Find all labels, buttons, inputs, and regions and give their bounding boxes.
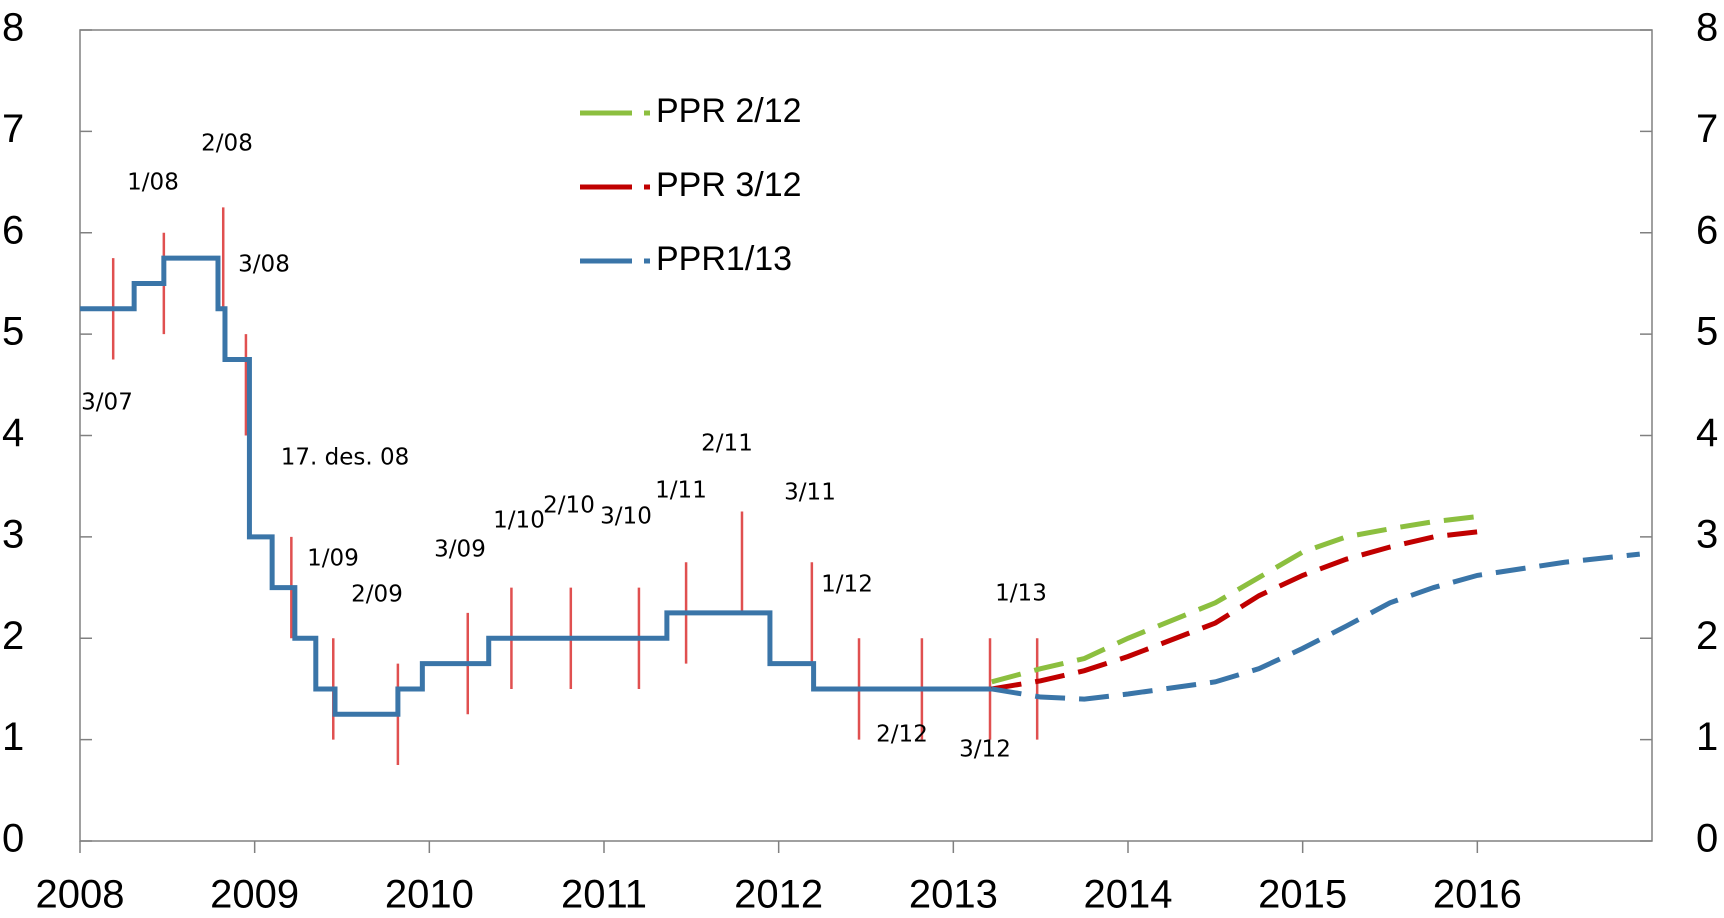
- annotation: 2/09: [351, 582, 403, 608]
- y-tick-label: 0: [2, 817, 24, 861]
- y2-tick-label: 2: [1696, 614, 1718, 658]
- y2-tick-label: 8: [1696, 6, 1718, 50]
- y-tick-label: 8: [2, 6, 24, 50]
- y-tick-label: 7: [2, 107, 24, 151]
- x-tick-label: 2012: [734, 873, 823, 917]
- legend-label: PPR 2/12: [656, 92, 802, 130]
- legend-label: PPR 3/12: [656, 166, 802, 204]
- annotation: 3/09: [434, 537, 486, 563]
- x-tick-label: 2013: [909, 873, 998, 917]
- annotation: 1/10: [493, 508, 545, 534]
- y2-tick-label: 0: [1696, 817, 1718, 861]
- x-tick-label: 2009: [210, 873, 299, 917]
- y2-tick-label: 1: [1696, 715, 1718, 759]
- annotation: 3/12: [959, 737, 1011, 763]
- annotation: 17. des. 08: [281, 445, 410, 471]
- series-line: [80, 255, 992, 717]
- y2-tick-label: 6: [1696, 208, 1718, 252]
- x-tick-label: 2014: [1084, 873, 1173, 917]
- annotation: 3/08: [238, 252, 290, 278]
- y2-tick-label: 5: [1696, 310, 1718, 354]
- y2-tick-label: 7: [1696, 107, 1718, 151]
- y-tick-label: 5: [2, 310, 24, 354]
- y2-tick-label: 3: [1696, 512, 1718, 556]
- annotation: 1/12: [821, 572, 873, 598]
- series-line: [991, 551, 1641, 702]
- y-tick-label: 1: [2, 715, 24, 759]
- annotation: 2/08: [201, 131, 253, 157]
- x-tick-label: 2008: [36, 873, 125, 917]
- x-tick-label: 2011: [561, 873, 647, 917]
- annotation: 1/09: [307, 546, 359, 572]
- annotation: 1/08: [127, 170, 179, 196]
- plot-frame: [79, 29, 1653, 842]
- x-tick-label: 2010: [385, 873, 474, 917]
- annotation: 3/11: [784, 480, 836, 506]
- y-tick-label: 2: [2, 614, 24, 658]
- y-tick-label: 3: [2, 512, 24, 556]
- y-tick-label: 4: [2, 411, 24, 455]
- annotation: 3/10: [600, 504, 652, 530]
- series-line: [991, 514, 1478, 685]
- x-tick-label: 2015: [1258, 873, 1347, 917]
- series-line: [991, 529, 1478, 692]
- y-tick-label: 6: [2, 208, 24, 252]
- legend-label: PPR1/13: [656, 240, 792, 278]
- y2-tick-label: 4: [1696, 411, 1718, 455]
- annotation: 2/10: [543, 493, 595, 519]
- annotation: 2/12: [876, 722, 928, 748]
- annotation: 1/11: [655, 478, 707, 504]
- annotation: 2/11: [701, 431, 753, 457]
- x-tick-label: 2016: [1433, 873, 1522, 917]
- annotation: 3/07: [81, 390, 133, 416]
- annotation: 1/13: [995, 581, 1047, 607]
